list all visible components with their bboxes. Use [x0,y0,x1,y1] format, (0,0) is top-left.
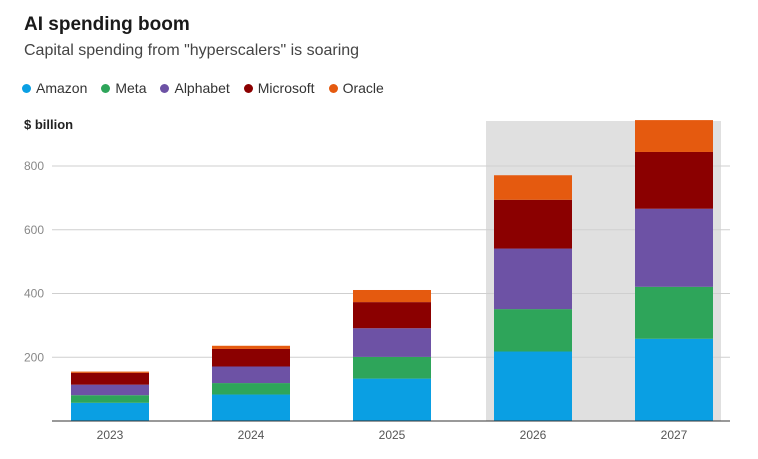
y-tick-label-600: 600 [24,223,44,237]
x-tick-label-2027: 2027 [661,428,688,442]
x-tick-label-2025: 2025 [379,428,406,442]
y-tick-label-200: 200 [24,350,44,364]
bar-segment-amazon-2027 [635,338,713,421]
bar-segment-meta-2024 [212,383,290,395]
bar-segment-alphabet-2027 [635,208,713,287]
legend-label-oracle: Oracle [342,80,384,96]
legend-item-amazon: Amazon [22,80,87,96]
legend: Amazon Meta Alphabet Microsoft Oracle [22,80,384,96]
legend-item-oracle: Oracle [328,80,384,96]
y-axis-unit-label: $ billion [24,117,74,132]
legend-swatch-meta [101,83,111,93]
bar-segment-alphabet-2026 [494,248,572,310]
x-tick-label-2024: 2024 [238,428,265,442]
legend-swatch-alphabet [160,83,170,93]
legend-swatch-amazon [22,83,31,93]
bar-segment-oracle-2023 [71,371,149,373]
legend-swatch-microsoft [243,83,253,93]
legend-item-alphabet: Alphabet [160,80,230,96]
bar-segment-meta-2026 [494,309,572,352]
bar-segment-amazon-2024 [212,394,290,421]
bar-segment-amazon-2023 [71,402,149,421]
x-tick-label-2026: 2026 [520,428,547,442]
bar-segment-microsoft-2027 [635,151,713,209]
bar-segment-microsoft-2025 [353,302,431,329]
legend-label-microsoft: Microsoft [257,80,315,96]
legend-label-alphabet: Alphabet [174,80,230,96]
bar-segment-meta-2025 [353,356,431,379]
legend-label-amazon: Amazon [36,80,88,96]
y-tick-label-800: 800 [24,159,44,173]
bar-segment-oracle-2024 [212,345,290,349]
bar-segment-alphabet-2024 [212,366,290,384]
legend-label-meta: Meta [115,80,147,96]
legend-item-meta: Meta [101,80,146,96]
bar-segment-alphabet-2023 [71,384,149,396]
bar-segment-meta-2023 [71,395,149,403]
bar-segment-oracle-2027 [635,120,713,152]
bar-segment-microsoft-2024 [212,348,290,367]
bar-segment-alphabet-2025 [353,328,431,357]
x-tick-label-2023: 2023 [97,428,124,442]
bar-segment-amazon-2026 [494,351,572,421]
bar-segment-oracle-2025 [353,289,431,303]
bar-segment-amazon-2025 [353,378,431,421]
bar-segment-microsoft-2026 [494,199,572,249]
bar-segment-meta-2027 [635,286,713,339]
chart-subtitle: Capital spending from "hyperscalers" is … [24,42,360,59]
legend-item-microsoft: Microsoft [243,80,315,96]
chart-title: AI spending boom [24,14,190,35]
legend-swatch-oracle [328,83,338,93]
y-tick-label-400: 400 [24,287,44,301]
bar-segment-microsoft-2023 [71,372,149,385]
bar-segment-oracle-2026 [494,175,572,200]
